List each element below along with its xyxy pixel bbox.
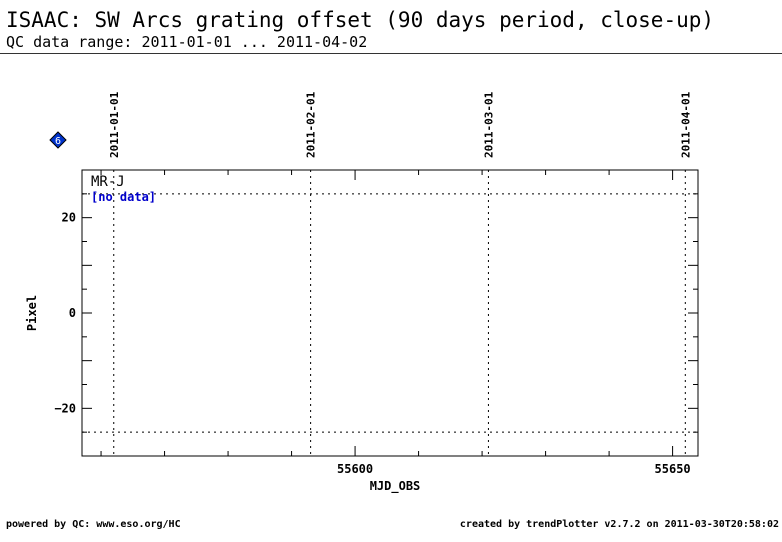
date-marker-label: 2011-04-01 xyxy=(679,91,692,158)
header-divider xyxy=(0,53,782,54)
chart-subtitle: QC data range: 2011-01-01 ... 2011-04-02 xyxy=(6,33,368,51)
x-tick-label: 55650 xyxy=(655,462,691,476)
date-marker-label: 2011-01-01 xyxy=(108,91,121,158)
footer-created-by: created by trendPlotter v2.7.2 on 2011-0… xyxy=(459,519,779,530)
date-marker-label: 2011-03-01 xyxy=(482,91,495,158)
y-axis-label: Pixel xyxy=(25,295,39,331)
status-badge: 6 xyxy=(49,131,67,149)
badge-number: 6 xyxy=(55,136,61,147)
y-tick-label: 0 xyxy=(69,306,76,320)
footer-powered-by: powered by QC: www.eso.org/HC xyxy=(6,519,181,530)
plot-frame xyxy=(81,169,699,457)
no-data-label: [no data] xyxy=(91,190,156,204)
x-axis-label: MJD_OBS xyxy=(370,479,421,494)
y-axis: −20 0 20 xyxy=(54,169,698,457)
y-tick-label: 20 xyxy=(62,211,76,225)
y-tick-label: −20 xyxy=(54,401,76,415)
x-tick-label: 55600 xyxy=(337,462,373,476)
diamond-icon xyxy=(49,131,67,149)
plot-border xyxy=(81,169,699,457)
chart-title: ISAAC: SW Arcs grating offset (90 days p… xyxy=(6,8,715,32)
date-markers: 2011-01-01 2011-02-01 2011-03-01 2011-04-01 xyxy=(108,91,692,456)
reference-lines xyxy=(82,193,698,433)
x-axis: 55600 55650 xyxy=(100,170,691,476)
date-marker-label: 2011-02-01 xyxy=(305,91,318,158)
panel-label: MR-J xyxy=(91,174,125,190)
